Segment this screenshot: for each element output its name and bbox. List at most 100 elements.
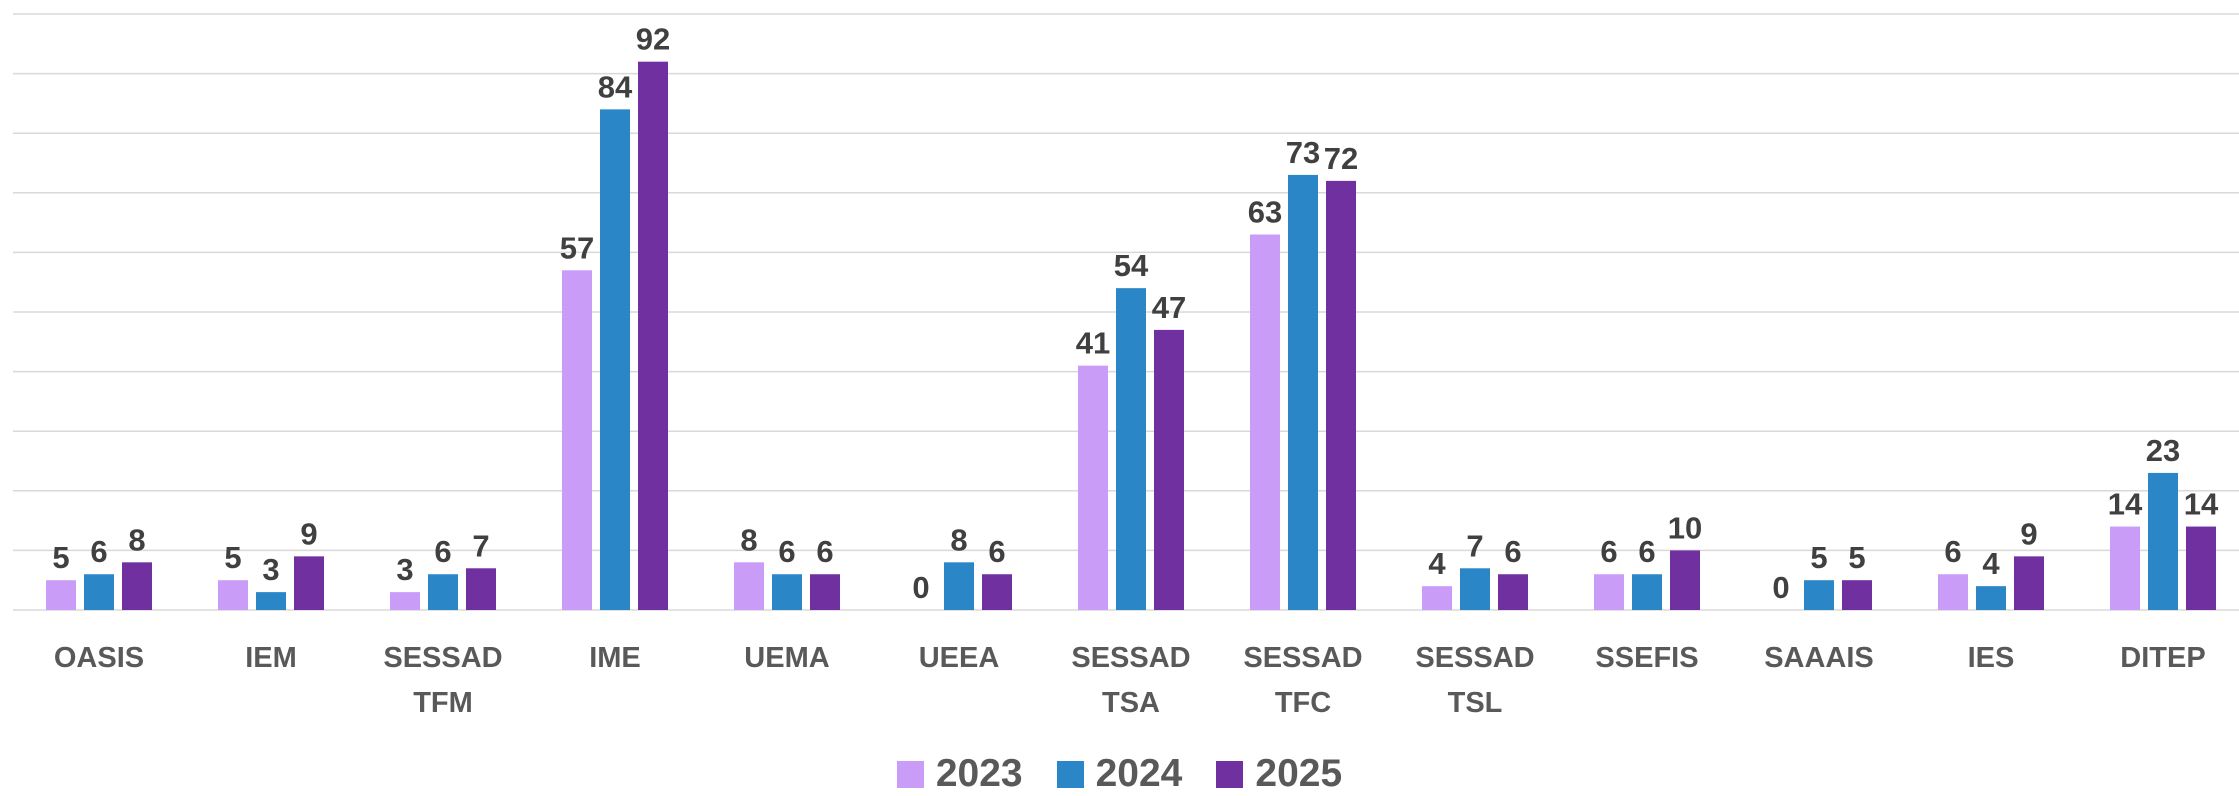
data-label: 6 (1944, 534, 1961, 569)
legend-swatch (1056, 760, 1084, 788)
bar (600, 109, 630, 611)
bar (428, 574, 458, 610)
data-label: 6 (1638, 534, 1655, 569)
x-tick-label: IEM (245, 642, 297, 674)
bar (2186, 526, 2216, 610)
x-tick-label: SSEFIS (1595, 642, 1699, 674)
data-label: 7 (1466, 528, 1483, 563)
bar (734, 562, 764, 610)
data-label: 63 (1248, 195, 1282, 230)
data-label: 5 (1810, 540, 1827, 575)
bar (638, 61, 668, 611)
bar (810, 574, 840, 610)
data-label: 5 (224, 540, 241, 575)
data-label: 72 (1324, 141, 1358, 176)
bar (2110, 526, 2140, 610)
bar (218, 580, 248, 610)
data-label: 6 (778, 534, 795, 569)
legend-swatch (1216, 760, 1244, 788)
data-label: 8 (128, 522, 145, 557)
x-tick-label: SAAAIS (1764, 642, 1874, 674)
data-label: 6 (90, 534, 107, 569)
bar (84, 574, 114, 610)
x-tick-label: SESSAD TFM (383, 642, 503, 719)
bar (1154, 329, 1184, 610)
x-tick-label: IME (589, 642, 641, 674)
data-label: 6 (1504, 534, 1521, 569)
bar (1594, 574, 1624, 610)
data-label: 41 (1076, 326, 1110, 361)
bar (1460, 568, 1490, 610)
data-label: 6 (434, 534, 451, 569)
x-tick-label: DITEP (2120, 642, 2206, 674)
x-tick-label: OASIS (53, 642, 145, 674)
data-label: 9 (2020, 516, 2037, 551)
legend-label: 2024 (1095, 752, 1183, 795)
data-label: 10 (1668, 510, 1702, 545)
bar (1116, 288, 1146, 610)
x-tick-label: SESSAD TFC (1243, 642, 1363, 719)
bar (1288, 174, 1318, 611)
x-tick-label: UEMA (744, 642, 830, 674)
bar (944, 562, 974, 610)
data-label: 4 (1428, 546, 1446, 581)
bar (772, 574, 802, 610)
x-tick-label: IES (1967, 642, 2015, 674)
data-label: 73 (1286, 135, 1320, 170)
data-label: 6 (1600, 534, 1617, 569)
bar (1938, 574, 1968, 610)
bar (1250, 234, 1280, 610)
bar (562, 270, 592, 610)
bar (466, 568, 496, 610)
bar (46, 580, 76, 610)
legend-swatch (896, 760, 924, 788)
bar (1632, 574, 1662, 610)
x-tick-label: UEEA (918, 642, 1000, 674)
data-label: 0 (1772, 570, 1789, 605)
data-label: 47 (1152, 290, 1186, 325)
bar (1842, 580, 1872, 610)
bar (1422, 586, 1452, 610)
legend-item: 2024 (1056, 752, 1183, 796)
legend-item: 2023 (896, 752, 1023, 796)
x-tick-label: SESSAD TSL (1415, 642, 1535, 719)
data-label: 3 (396, 552, 413, 587)
data-label: 0 (912, 570, 929, 605)
bar (2148, 472, 2178, 610)
data-label: 57 (560, 230, 594, 265)
bar (2014, 556, 2044, 610)
bar (982, 574, 1012, 610)
data-label: 14 (2184, 487, 2219, 522)
data-label: 7 (472, 528, 489, 563)
bar (1326, 180, 1356, 610)
bar (294, 556, 324, 610)
data-label: 9 (300, 516, 317, 551)
data-label: 3 (262, 552, 279, 587)
data-label: 23 (2146, 433, 2180, 468)
x-tick-label: SESSAD TSA (1071, 642, 1191, 719)
bar (1498, 574, 1528, 610)
legend-label: 2023 (935, 752, 1023, 795)
data-label: 6 (988, 534, 1005, 569)
data-label: 8 (740, 522, 757, 557)
data-label: 4 (1982, 546, 2000, 581)
data-label: 8 (950, 522, 967, 557)
data-label: 84 (598, 69, 633, 104)
bar (390, 592, 420, 610)
legend-label: 2025 (1255, 752, 1343, 795)
legend: 2023 2024 2025 (0, 752, 2239, 796)
bar (1804, 580, 1834, 610)
bar (256, 592, 286, 610)
data-label: 54 (1114, 248, 1149, 283)
data-label: 5 (1848, 540, 1865, 575)
data-label: 92 (636, 22, 670, 57)
bar (1976, 586, 2006, 610)
data-label: 6 (816, 534, 833, 569)
legend-item: 2025 (1216, 752, 1342, 796)
data-label: 14 (2108, 487, 2143, 522)
bar (1078, 365, 1108, 610)
bar (1670, 550, 1700, 610)
bar (122, 562, 152, 610)
